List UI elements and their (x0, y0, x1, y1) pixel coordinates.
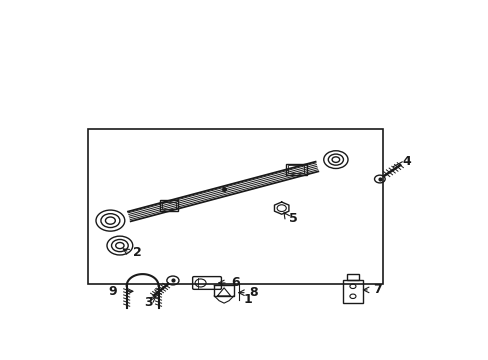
Bar (162, 202, 176, 209)
Bar (342, 280, 363, 303)
Text: 9: 9 (108, 285, 117, 298)
Text: 5: 5 (288, 212, 297, 225)
Bar (346, 274, 358, 280)
Bar (285, 163, 306, 175)
Text: 1: 1 (244, 293, 252, 306)
Text: 4: 4 (401, 154, 410, 167)
Bar (87, 129, 383, 284)
Text: 7: 7 (372, 283, 381, 296)
Bar (160, 200, 178, 211)
Bar (288, 166, 303, 173)
Text: 8: 8 (249, 286, 258, 299)
Text: 3: 3 (144, 296, 153, 310)
Text: 2: 2 (133, 246, 142, 259)
Text: 6: 6 (231, 276, 240, 289)
